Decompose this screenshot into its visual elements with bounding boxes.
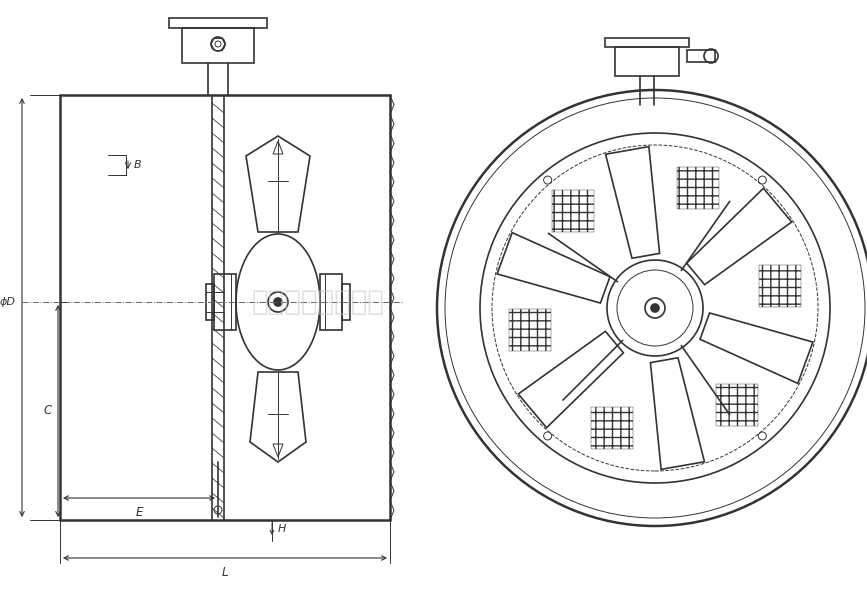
Bar xyxy=(687,50,715,62)
Bar xyxy=(716,385,758,427)
Bar xyxy=(509,309,551,351)
Bar xyxy=(206,284,214,320)
Text: 无锡市灵得电机厂: 无锡市灵得电机厂 xyxy=(251,288,384,316)
Text: ϕD: ϕD xyxy=(0,297,16,307)
Text: L: L xyxy=(222,565,228,578)
Bar xyxy=(590,407,633,449)
Bar xyxy=(320,274,342,330)
Bar xyxy=(214,274,236,330)
Bar xyxy=(677,167,720,209)
Text: H: H xyxy=(278,524,286,534)
Text: B: B xyxy=(134,160,141,170)
Bar xyxy=(182,28,254,63)
Bar xyxy=(759,265,801,307)
Bar xyxy=(615,47,679,76)
Text: E: E xyxy=(135,505,143,518)
Text: C: C xyxy=(44,404,52,418)
Bar xyxy=(169,18,267,28)
Circle shape xyxy=(274,298,282,306)
Bar xyxy=(342,284,350,320)
Circle shape xyxy=(651,304,659,312)
Bar xyxy=(552,190,594,232)
Bar xyxy=(605,38,689,47)
